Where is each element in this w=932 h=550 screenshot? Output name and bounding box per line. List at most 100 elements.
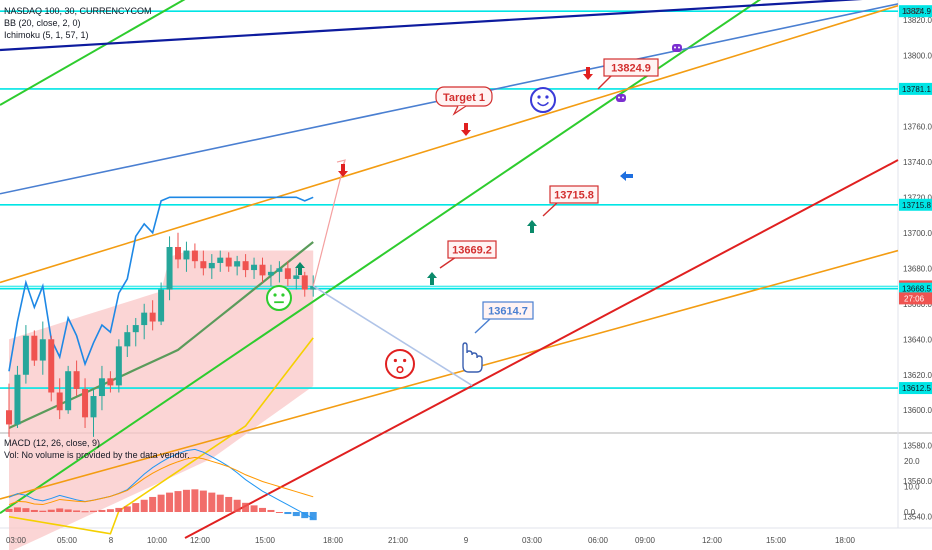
macd-histogram-bar (191, 489, 199, 512)
candle-body (141, 312, 148, 326)
macd-histogram-bar (5, 508, 13, 512)
countdown-tag (899, 292, 932, 305)
macd-histogram-bar (292, 512, 300, 517)
candle-body (73, 371, 80, 389)
candle-body (56, 392, 63, 411)
countdown-label: 27:06 (904, 294, 925, 303)
macd-histogram-bar (39, 510, 47, 512)
arrow-down-icon (583, 67, 593, 80)
time-tick-label: 05:00 (57, 536, 78, 545)
candles (6, 232, 317, 437)
orange-trend-upper (0, 4, 899, 284)
time-tick-label: 10:00 (147, 536, 168, 545)
price-tick-label: 13540.0 (903, 513, 932, 522)
arrow-up-icon (427, 272, 437, 285)
price-tag-13668.5 (899, 282, 932, 295)
candle-body (225, 257, 232, 267)
price-tag-13824.9 (899, 5, 932, 18)
candle-body (301, 275, 308, 290)
macd-histogram-bar (301, 512, 309, 519)
macd-histogram-bar (132, 503, 140, 512)
macd-tick-label: 0.0 (904, 508, 916, 517)
yellow-indicator-line (8, 337, 314, 535)
price-tag-label: 13612.5 (902, 384, 931, 393)
arrow-down-icon (461, 123, 471, 136)
candle-body (293, 275, 300, 279)
price-tick-label: 13680.0 (903, 264, 932, 273)
macd-histogram-bar (115, 507, 123, 512)
price-tick-label: 13700.0 (903, 229, 932, 238)
hand-pointer-icon (462, 342, 483, 373)
candle-body (284, 268, 291, 279)
purple-marker-icon (672, 44, 682, 52)
callout-13824-box (603, 58, 659, 77)
candle-body (6, 410, 12, 425)
candle-body (234, 261, 241, 267)
candle-body (39, 339, 46, 361)
candle-body (48, 339, 55, 393)
macd-histogram-bar (267, 509, 275, 512)
arrow-up-icon (527, 220, 537, 233)
price-tag-label: 13668.5 (902, 285, 931, 294)
currency-label: USD (905, 7, 922, 16)
purple-marker-icon (616, 94, 626, 102)
price-tag-label: 13715.8 (902, 201, 931, 210)
price-tag-13781.1 (899, 82, 932, 95)
candle-body (259, 264, 266, 276)
price-tick-label: 13800.0 (903, 51, 932, 60)
price-tick-label: 13720.0 (903, 193, 932, 202)
time-tick-label: 03:00 (522, 536, 543, 545)
time-tick-label: 8 (109, 536, 114, 545)
macd-histogram-bar (123, 506, 131, 512)
time-tick-label: 12:00 (190, 536, 211, 545)
smiley-face-icon (530, 87, 556, 113)
macd-histogram-bar (157, 494, 165, 512)
macd-histogram-bar (208, 492, 216, 512)
arrow-up-icon (295, 262, 305, 275)
candle-body (158, 289, 165, 322)
target-bubble-label: Target 1 (443, 92, 485, 104)
candle-body (191, 250, 198, 262)
callout-13669-leader (439, 256, 457, 269)
candle-body (217, 257, 224, 263)
price-tick-label: 13600.0 (903, 406, 932, 415)
macd-histogram-bar (140, 499, 148, 512)
callout-13614-label: 13614.7 (488, 306, 528, 318)
surprised-face-icon-eye (403, 358, 407, 363)
macd-histogram-bar (73, 510, 81, 512)
neutral-face-icon-eye (273, 293, 277, 297)
macd-histogram-bar (250, 505, 258, 512)
macd-histogram-bar (47, 509, 55, 512)
macd-histogram-bar (174, 491, 182, 512)
callout-13614-box (482, 301, 534, 320)
callout-13715-box (549, 185, 599, 204)
drawings: 13824.9 13715.8 13669.2 13614.7 Target 1 (266, 44, 682, 387)
candle-body (149, 312, 156, 322)
macd-histogram-bar (199, 490, 207, 512)
macd-histogram-bar (225, 496, 233, 512)
time-tick-label: 09:00 (635, 536, 656, 545)
macd-histogram-bar (90, 510, 97, 512)
candle-body (90, 396, 97, 418)
callout-13614-leader (474, 317, 492, 334)
smiley-face-icon-mouth (537, 101, 549, 107)
candle-body (124, 332, 131, 347)
navy-trend (0, 0, 863, 52)
candle-body (267, 271, 274, 276)
surprised-face-icon-mouth (396, 366, 404, 374)
bb-upper-line (8, 196, 314, 372)
macd-histogram-bar (13, 507, 21, 512)
callout-13669-label: 13669.2 (452, 245, 492, 257)
callout-13824-leader (597, 74, 613, 90)
candle-body (31, 335, 38, 361)
macd-histogram-bar (106, 509, 114, 512)
price-tick-label: 13820.0 (903, 16, 932, 25)
price-tick-label: 13560.0 (903, 477, 932, 486)
macd-histogram-bar (233, 499, 241, 512)
candle-body (208, 262, 215, 269)
macd-histogram-bar (284, 512, 292, 515)
arrow-down-icon (338, 164, 348, 177)
time-axis: 03:00 05:00 8 10:00 12:00 15:00 18:00 21:00 9 03:… (6, 536, 856, 545)
